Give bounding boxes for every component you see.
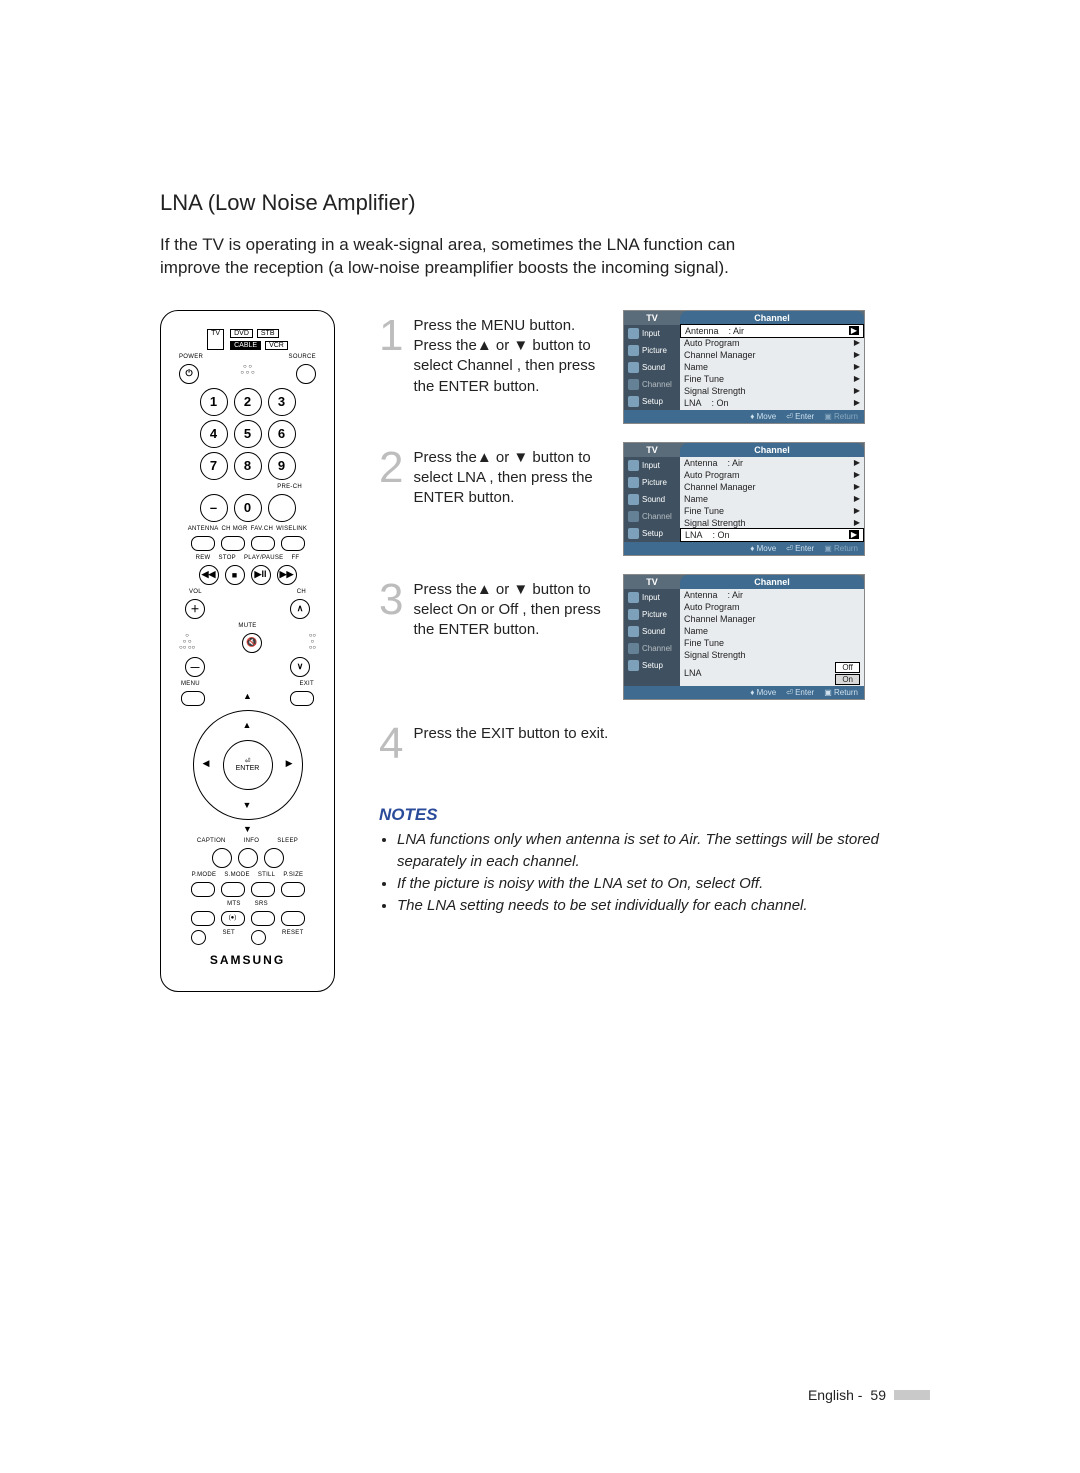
digit-2: 2 [234, 388, 262, 416]
dvd-label: DVD [230, 329, 253, 338]
mute-icon: 🔇 [242, 633, 262, 653]
menu-button [181, 691, 205, 706]
step-text: Press the MENU button. Press the▲ or ▼ b… [413, 316, 609, 397]
vol-down-icon: — [185, 657, 205, 677]
note-item: LNA functions only when antenna is set t… [397, 829, 925, 873]
dpad: ⏎ENTER ▲ ▼ ◀ ▶ [193, 710, 303, 820]
section-intro: If the TV is operating in a weak-signal … [160, 234, 800, 280]
osd-3: TVChannel Input Picture Sound Channel Se… [623, 574, 865, 700]
vcr-label: VCR [265, 341, 288, 350]
step-3: 3 Press the▲ or ▼ button to select On or… [379, 574, 925, 700]
source-label: SOURCE [289, 354, 316, 360]
step-text: Press the▲ or ▼ button to select LNA , t… [413, 448, 609, 509]
srs-icon: (●) [221, 911, 245, 926]
digit-1: 1 [200, 388, 228, 416]
notes-block: NOTES LNA functions only when antenna is… [379, 781, 925, 916]
vol-up-icon: ＋ [185, 599, 205, 619]
setup-icon [628, 396, 639, 407]
digit-4: 4 [200, 420, 228, 448]
lna-on-option: On [835, 674, 860, 685]
step-text: Press the EXIT button to exit. [413, 724, 608, 744]
steps-column: 1 Press the MENU button. Press the▲ or ▼… [379, 310, 925, 992]
note-item: If the picture is noisy with the LNA set… [397, 873, 925, 895]
brand-logo: SAMSUNG [171, 953, 324, 967]
prech-label: PRE-CH [171, 484, 324, 490]
dash-button: – [200, 494, 228, 522]
stb-label: STB [257, 329, 279, 338]
digit-6: 6 [268, 420, 296, 448]
lna-off-option: Off [835, 662, 860, 673]
channel-icon [628, 379, 639, 390]
step-number: 2 [379, 448, 403, 488]
digit-7: 7 [200, 452, 228, 480]
play-icon: ▶II [251, 565, 271, 585]
digit-0: 0 [234, 494, 262, 522]
remote-diagram: TV DVDSTB CABLEVCR POWER SOURCE ⏻ ○ ○○ ○… [160, 310, 335, 992]
step-2: 2 Press the▲ or ▼ button to select LNA ,… [379, 442, 925, 556]
content-row: TV DVDSTB CABLEVCR POWER SOURCE ⏻ ○ ○○ ○… [160, 310, 925, 992]
osd-1: TVChannel Input Picture Sound Channel Se… [623, 310, 865, 424]
section-title: LNA (Low Noise Amplifier) [160, 190, 925, 216]
ch-up-icon: ∧ [290, 599, 310, 619]
step-number: 3 [379, 580, 403, 620]
power-icon: ⏻ [179, 364, 199, 384]
footer-bar-icon [894, 1390, 930, 1400]
digit-5: 5 [234, 420, 262, 448]
notes-heading: NOTES [379, 805, 925, 825]
step-1: 1 Press the MENU button. Press the▲ or ▼… [379, 310, 925, 424]
ff-icon: ▶▶ [277, 565, 297, 585]
prech-button [268, 494, 296, 522]
page-footer: English - 59 [808, 1387, 930, 1403]
exit-button [290, 691, 314, 706]
step-text: Press the▲ or ▼ button to select On or O… [413, 580, 609, 641]
source-button [296, 364, 316, 384]
input-icon [628, 328, 639, 339]
mute-label: MUTE [171, 623, 324, 629]
power-label: POWER [179, 354, 203, 360]
step-number: 4 [379, 724, 403, 764]
sound-icon [628, 362, 639, 373]
ch-down-icon: ∨ [290, 657, 310, 677]
manual-page: LNA (Low Noise Amplifier) If the TV is o… [0, 0, 1080, 1473]
stop-icon: ■ [225, 565, 245, 585]
cable-label: CABLE [230, 341, 261, 350]
remote-tv-label: TV [207, 329, 224, 350]
osd-2: TVChannel Input Picture Sound Channel Se… [623, 442, 865, 556]
note-item: The LNA setting needs to be set individu… [397, 895, 925, 917]
rew-icon: ◀◀ [199, 565, 219, 585]
digit-3: 3 [268, 388, 296, 416]
step-number: 1 [379, 316, 403, 356]
digit-8: 8 [234, 452, 262, 480]
step-4: 4 Press the EXIT button to exit. [379, 718, 925, 764]
digit-9: 9 [268, 452, 296, 480]
picture-icon [628, 345, 639, 356]
